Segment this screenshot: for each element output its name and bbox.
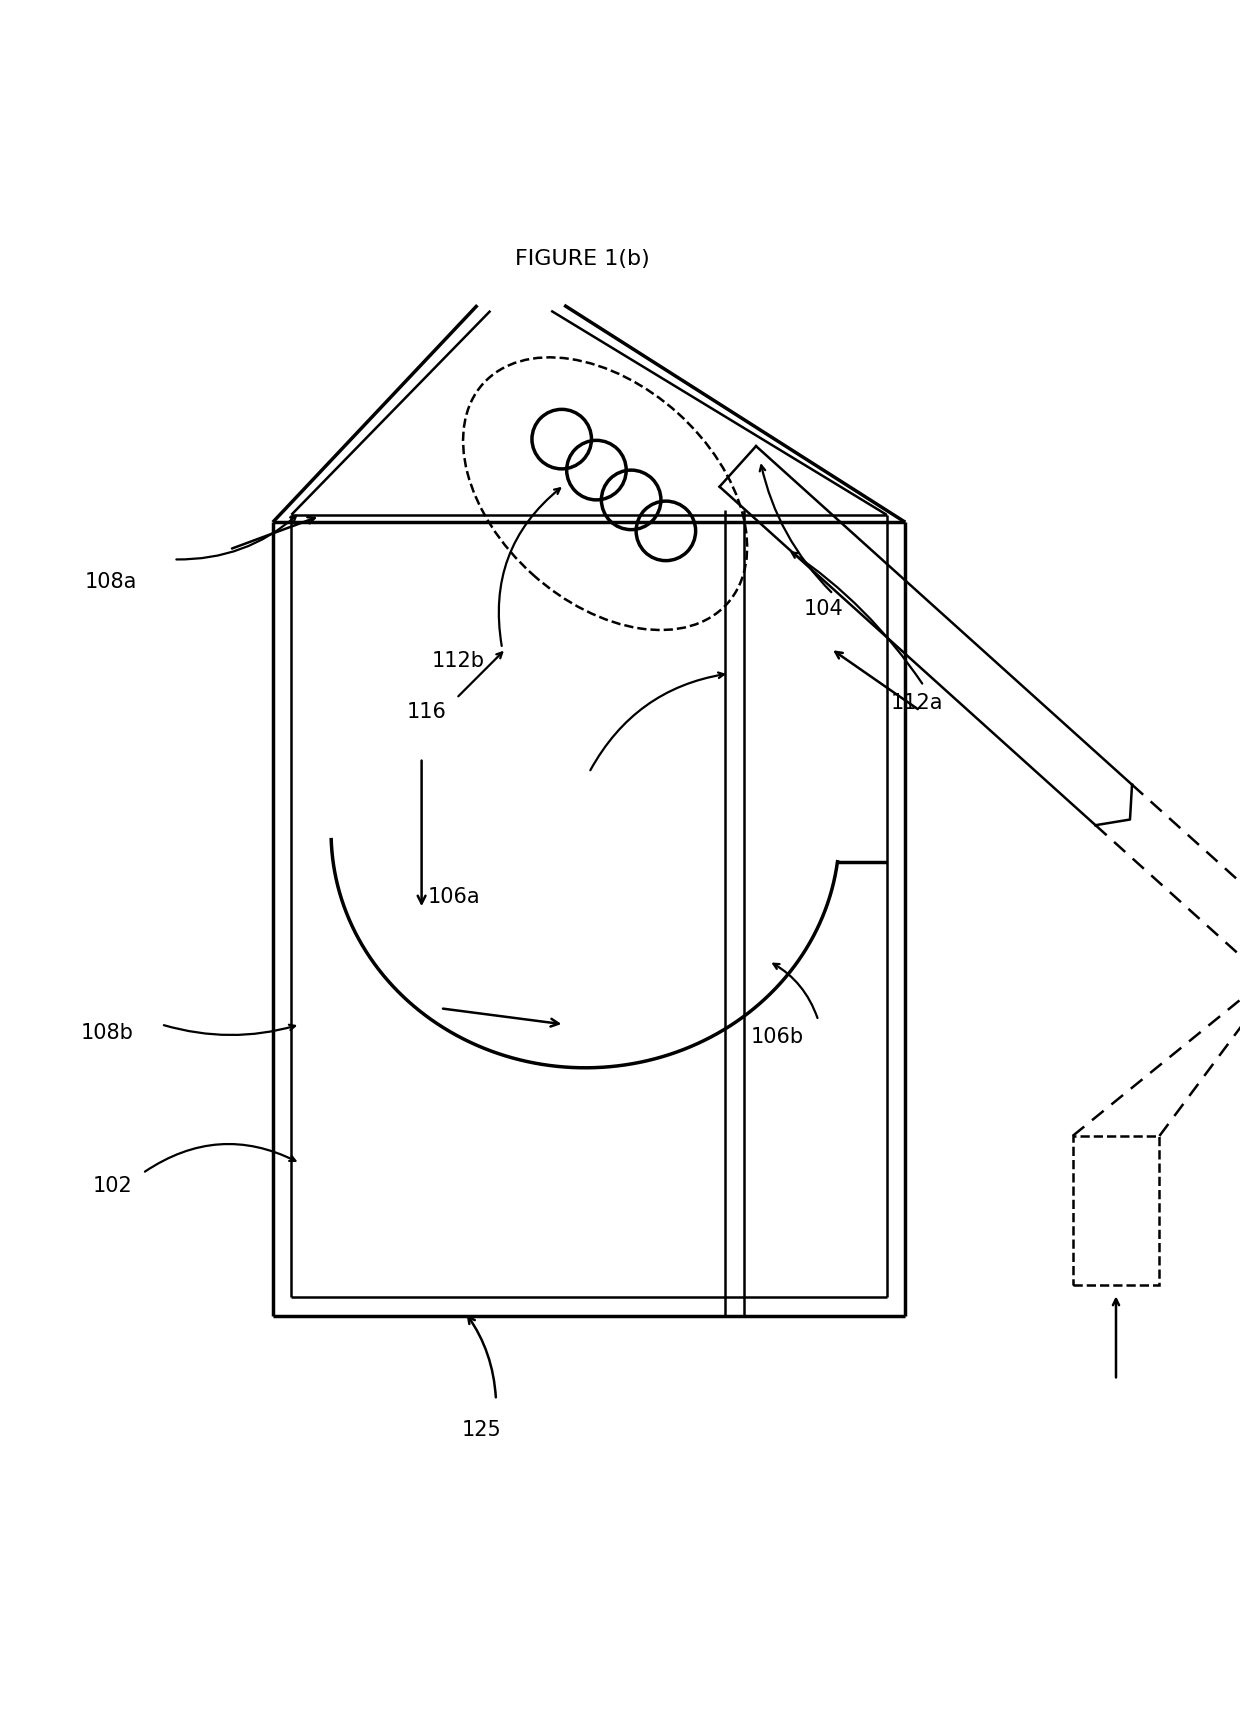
Text: 108b: 108b <box>81 1023 134 1044</box>
Text: 112b: 112b <box>432 651 485 672</box>
Text: 125: 125 <box>461 1419 501 1440</box>
Text: 102: 102 <box>93 1176 133 1196</box>
Text: 104: 104 <box>804 598 843 619</box>
Text: 116: 116 <box>407 703 446 722</box>
Text: 106a: 106a <box>428 886 480 907</box>
Text: 112a: 112a <box>890 692 942 713</box>
Text: 108a: 108a <box>84 572 136 591</box>
Text: 106b: 106b <box>750 1027 804 1047</box>
Text: FIGURE 1(b): FIGURE 1(b) <box>516 249 650 269</box>
Bar <box>1073 1136 1159 1286</box>
